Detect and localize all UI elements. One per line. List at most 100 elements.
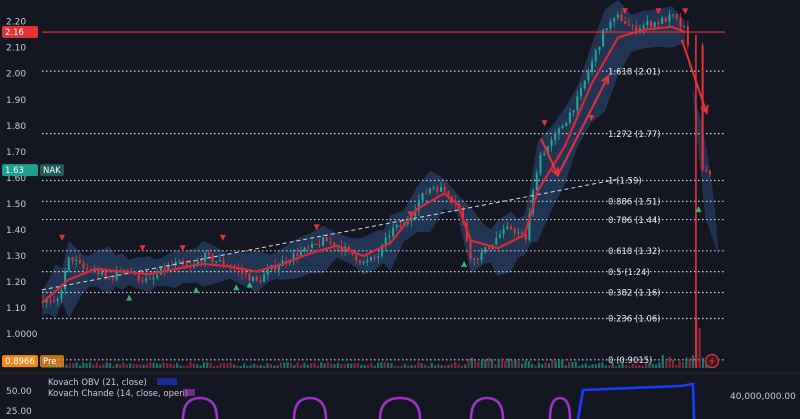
volume-bar [514,359,517,368]
volume-bar [688,358,691,368]
candle-body [82,262,85,269]
volume-bar [581,364,584,368]
volume-bar [668,356,671,368]
candle-body [399,224,402,227]
candle-body [705,169,708,171]
sell-signal-marker [588,114,595,121]
volume-bar [152,362,155,368]
candle-body [369,257,372,261]
volume-bar [149,362,152,368]
volume-bar [279,362,283,368]
candle-body [178,261,181,263]
candle-body [502,228,505,235]
candle-body [568,112,571,123]
candle-body [104,271,107,277]
price-tag-badge-label: NAK [43,166,61,176]
volume-bar [226,363,229,368]
price-tag-label: 2.16 [5,28,24,38]
volume-bar [641,365,644,368]
candle-body [683,26,686,28]
volume-bar [283,362,286,368]
volume-bar [407,365,410,368]
volume-bar [209,362,212,368]
volume-bar [598,362,601,368]
volume-bar [594,364,597,368]
candle-body [473,258,476,260]
volume-bar [531,363,534,368]
candle-body [513,228,516,233]
sell-signal-marker [655,8,662,15]
candle-body [252,276,255,281]
candle-body [218,260,221,262]
candle-body [388,235,391,238]
y-axis-tick: 1.10 [6,304,26,314]
projection-arrowhead [700,104,709,115]
candle-body [71,257,74,261]
candle-body [532,190,535,214]
candle-body [67,257,70,271]
volume-bar [125,364,128,368]
fib-level-label: 0.886 (1.51) [608,198,661,208]
indicator-legend: Kovach OBV (21, close) [48,378,147,388]
volume-bar [273,365,276,368]
candle-body [347,246,350,250]
volume-bar [259,365,262,368]
volume-bar [182,365,185,368]
chande-oscillator-line [378,396,422,419]
candle-body [325,237,328,242]
candle-body [609,21,612,29]
indicator-value-swatch [157,378,177,385]
candle-body [49,300,52,302]
volume-bar [115,363,118,368]
candle-body [240,269,243,274]
volume-bar [484,359,487,368]
candle-body [185,264,188,267]
volume-bar [320,362,323,368]
candle-body [594,50,597,61]
candle-body [366,260,369,262]
candle-body [152,277,155,280]
volume-bar [618,364,621,368]
candle-body [624,20,627,24]
candle-body [377,256,380,258]
candle-body [557,128,560,134]
volume-bar [269,364,272,368]
candle-body [686,26,689,46]
candle-body [307,247,310,249]
y-axis-tick: 1.50 [6,200,26,210]
volume-bar [383,362,386,368]
candle-body [163,267,166,271]
candle-body [458,203,461,208]
volume-bar [444,365,447,368]
candle-body [211,254,214,262]
buy-signal-marker [246,281,253,288]
candle-body [204,252,207,263]
volume-bar [179,365,182,368]
volume-bar [377,362,380,368]
volume-bar [638,365,641,368]
volume-bar [701,357,705,368]
volume-bar [457,364,460,368]
y-axis-tick: 1.60 [6,174,26,184]
volume-bar [72,363,75,368]
candle-body [410,216,413,222]
candle-body [97,269,100,275]
candle-body [428,188,431,194]
volume-bar [299,365,303,368]
y-axis-tick: 1.90 [6,96,26,106]
volume-bar [608,365,611,368]
volume-bar [75,362,78,368]
volume-bar [675,364,678,368]
volume-bar [467,359,470,368]
candle-body [196,260,199,265]
volume-bar [350,363,353,368]
volume-bar [236,365,239,368]
volume-bar [584,363,587,368]
indicator-tick: 25.00 [6,407,32,417]
candle-body [668,14,671,22]
volume-bar [614,365,618,368]
volume-bar [494,364,497,368]
candle-body [414,210,417,217]
candle-body [535,173,538,191]
volume-bar [447,364,450,368]
